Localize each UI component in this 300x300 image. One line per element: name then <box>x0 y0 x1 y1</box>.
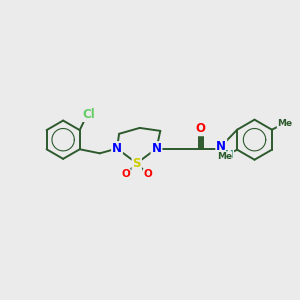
Text: H: H <box>225 150 234 160</box>
Text: Cl: Cl <box>82 108 95 121</box>
Text: N: N <box>216 140 226 153</box>
Text: O: O <box>196 122 206 135</box>
Text: Me: Me <box>217 152 232 161</box>
Text: Me: Me <box>277 119 292 128</box>
Text: O: O <box>144 169 152 179</box>
Text: O: O <box>121 169 130 179</box>
Text: N: N <box>152 142 161 155</box>
Text: S: S <box>133 157 141 170</box>
Text: N: N <box>112 142 122 155</box>
